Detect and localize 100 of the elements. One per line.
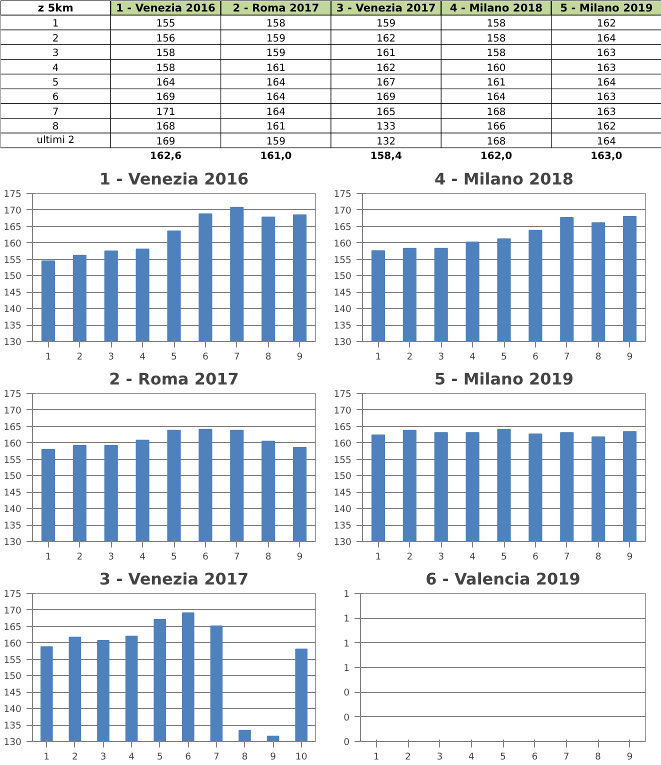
- y-tick-label: 170: [4, 605, 22, 616]
- x-tick-label: 5: [501, 552, 508, 562]
- annotation: 162,0: [480, 151, 512, 162]
- y-tick-label: 155: [334, 454, 352, 466]
- x-tick-label: 5: [501, 352, 508, 362]
- x-tick-label: 7: [563, 752, 570, 762]
- y-tick-label: 130: [4, 337, 22, 348]
- y-tick-label: 1: [344, 638, 350, 650]
- y-tick-label: 140: [334, 504, 352, 516]
- y-tick-label: 3: [52, 48, 59, 60]
- x-tick-label: 8: [595, 552, 602, 562]
- x-tick-label: 7: [213, 752, 220, 762]
- y-tick-label: 175: [4, 589, 22, 600]
- y-tick-label: 170: [4, 405, 22, 416]
- y-tick-label: 160: [4, 438, 22, 450]
- x-tick-label: 4: [128, 752, 135, 762]
- chart-title: 1 - Venezia 2016: [99, 170, 249, 188]
- chart-title: 4 - Milano 2018: [434, 170, 574, 188]
- x-tick-label: 9: [626, 752, 633, 762]
- y-tick-label: 150: [334, 471, 352, 482]
- x-tick-label: 2: [76, 352, 83, 362]
- x-tick-label: 7: [564, 552, 570, 562]
- y-tick-label: 150: [4, 671, 22, 682]
- x-tick-label: 4: [468, 752, 474, 762]
- x-tick-label: 1: [44, 752, 50, 762]
- x-tick-label: 5 - Milano 2019: [560, 1, 653, 14]
- data-label: 159: [266, 33, 286, 44]
- data-label: 164: [266, 106, 286, 118]
- annotation: 162,6: [150, 151, 182, 162]
- y-tick-label: 130: [334, 337, 352, 348]
- y-tick-label: 0: [344, 737, 350, 748]
- y-tick-label: 145: [4, 288, 22, 299]
- data-label: 168: [486, 136, 506, 148]
- x-tick-label: 8: [265, 552, 272, 562]
- data-label: 168: [486, 106, 506, 118]
- y-tick-label: 165: [4, 422, 22, 433]
- data-label: 161: [266, 122, 286, 133]
- y-tick-label: 150: [334, 271, 352, 282]
- y-tick-label: 160: [4, 638, 22, 650]
- y-tick-label: 175: [4, 389, 22, 400]
- data-label: 164: [266, 92, 286, 104]
- x-tick-label: 8: [595, 752, 602, 762]
- x-tick-label: 8: [242, 752, 248, 762]
- data-label: 164: [596, 136, 616, 148]
- x-tick-label: 2 - Roma 2017: [232, 1, 320, 14]
- x-tick-label: 4: [140, 352, 146, 362]
- y-tick-label: 145: [4, 488, 22, 499]
- y-tick-label: 170: [334, 405, 352, 416]
- x-tick-label: 1: [375, 552, 382, 562]
- data-label: 165: [376, 106, 396, 118]
- y-tick-label: 0: [344, 688, 350, 699]
- y-tick-label: 130: [334, 537, 352, 548]
- y-tick-label: 140: [4, 504, 22, 516]
- data-label: 161: [266, 62, 286, 74]
- y-tick-label: 160: [334, 238, 352, 250]
- data-label: 162: [596, 122, 616, 133]
- annotation: 163,0: [590, 151, 622, 162]
- y-tick-label: 1: [344, 614, 350, 625]
- data-label: 133: [376, 122, 396, 133]
- y-tick-label: 135: [4, 320, 22, 332]
- x-tick-label: 2: [406, 552, 413, 562]
- x-tick-label: 5: [156, 752, 163, 762]
- data-label: 162: [596, 18, 616, 30]
- x-tick-label: 1: [45, 352, 52, 362]
- data-label: 158: [156, 48, 176, 60]
- x-tick-label: 4: [140, 552, 146, 562]
- y-tick-label: 160: [334, 438, 352, 450]
- y-tick-label: 155: [4, 454, 22, 466]
- x-tick-label: 3: [108, 552, 114, 562]
- x-tick-label: 6: [202, 352, 208, 362]
- x-tick-label: 1: [373, 752, 380, 762]
- data-label: 164: [596, 33, 616, 44]
- data-label: 159: [266, 48, 286, 60]
- data-label: 163: [596, 106, 616, 118]
- x-tick-label: 1 - Venezia 2016: [116, 1, 216, 14]
- y-tick-label: 5: [52, 78, 59, 88]
- data-label: 164: [156, 78, 176, 88]
- y-tick-label: 170: [334, 205, 352, 216]
- y-tick-label: 165: [334, 422, 352, 433]
- x-tick-label: 3: [436, 752, 443, 762]
- x-tick-label: 9: [626, 352, 633, 362]
- data-label: 163: [596, 62, 616, 74]
- y-tick-label: 7: [52, 106, 59, 118]
- y-tick-label: 175: [334, 189, 352, 200]
- x-tick-label: 4: [470, 352, 476, 362]
- y-tick-label: 165: [334, 222, 352, 233]
- data-label: 158: [486, 48, 506, 60]
- y-tick-label: 155: [334, 254, 352, 266]
- y-tick-label: 155: [4, 654, 22, 666]
- data-label: 162: [376, 33, 396, 44]
- x-tick-label: 6: [532, 552, 538, 562]
- data-label: 166: [486, 122, 506, 133]
- x-tick-label: 9: [270, 752, 276, 762]
- data-label: 161: [376, 48, 396, 60]
- x-tick-label: 3 - Venezia 2017: [336, 1, 436, 14]
- y-tick-label: 130: [4, 537, 22, 548]
- data-label: 159: [376, 18, 396, 30]
- data-label: 164: [596, 78, 616, 88]
- x-tick-label: 6: [185, 752, 192, 762]
- x-tick-label: 1: [375, 352, 382, 362]
